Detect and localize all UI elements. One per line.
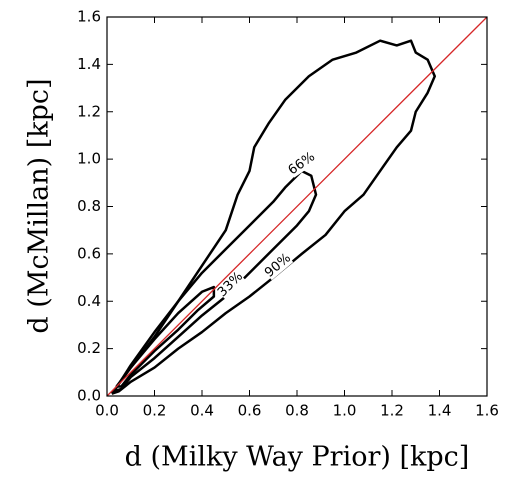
y-tick-label: 0.0 — [77, 387, 101, 405]
x-tick-label: 1.4 — [428, 402, 452, 420]
y-tick-label: 0.2 — [77, 339, 101, 357]
x-tick-label: 0.8 — [285, 402, 309, 420]
x-tick-label: 0.6 — [238, 402, 262, 420]
plot-frame — [106, 16, 488, 397]
y-tick-label: 1.6 — [77, 8, 101, 26]
y-tick-label: 1.0 — [77, 150, 101, 168]
y-tick-label: 0.6 — [77, 244, 101, 262]
x-tick-label: 0.0 — [95, 402, 119, 420]
x-axis-label: d (Milky Way Prior) [kpc] — [125, 442, 470, 473]
y-tick-label: 0.4 — [77, 292, 101, 310]
x-tick-label: 0.2 — [143, 402, 167, 420]
contour-label: 66% — [286, 149, 318, 178]
contour-label-bg — [215, 269, 246, 300]
contour-line — [115, 285, 216, 388]
y-tick-label: 1.2 — [77, 102, 101, 120]
x-tick-label: 0.4 — [190, 402, 214, 420]
y-axis-label: d (McMillan) [kpc] — [24, 78, 55, 333]
contour-label-bg — [262, 251, 294, 281]
contour-line — [110, 39, 436, 395]
x-tick-label: 1.6 — [475, 402, 499, 420]
x-tick-label: 1.2 — [380, 402, 404, 420]
contour-line — [113, 169, 318, 393]
y-tick-label: 1.4 — [77, 55, 101, 73]
contour-label: 33% — [215, 269, 246, 300]
y-tick-label: 0.8 — [77, 197, 101, 215]
contour-label-bg — [286, 150, 318, 178]
reference-line — [106, 16, 488, 397]
x-tick-label: 1.0 — [333, 402, 357, 420]
